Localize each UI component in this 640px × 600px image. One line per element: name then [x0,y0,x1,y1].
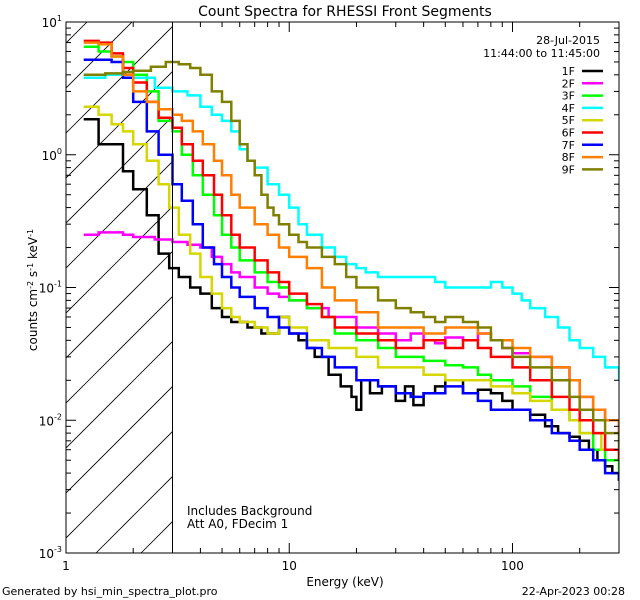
y-tick-labels: 101 100 10-1 10-2 10-3 [39,14,62,561]
legend-label-1F: 1F [562,65,575,78]
axis-ticks [65,22,620,554]
hatch-line [66,25,173,134]
legend-label-5F: 5F [562,114,575,127]
footer-generated-by: Generated by hsi_min_spectra_plot.pro [2,585,218,598]
series-line-6F [83,39,619,461]
y-tick-label: 101 [42,14,62,30]
hatch-line [66,250,173,359]
legend-label-8F: 8F [562,151,575,164]
attenuator-hatch-region [66,22,173,553]
legend-label-2F: 2F [562,77,575,90]
legend-label-9F: 9F [562,163,575,176]
observation-time-range: 11:44:00 to 11:45:00 [483,47,600,60]
legend-label-7F: 7F [562,139,575,152]
y-tick-label: 10-1 [39,280,62,296]
annotation-background: Includes Background [187,504,312,518]
chart-title: Count Spectra for RHESSI Front Segments [198,4,492,20]
hatch-line [66,385,173,494]
hatch-line [66,22,133,89]
series-line-5F [83,105,619,461]
observation-date: 28-Jul-2015 [536,34,600,47]
y-axis-label: counts cm-2 s-1 keV-1 [26,229,41,351]
hatch-line [66,160,173,269]
y-tick-label: 10-2 [39,412,62,428]
x-tick-labels: 1 10 100 [62,559,524,573]
x-tick-label: 1 [62,559,70,573]
y-tick-label: 100 [42,147,62,163]
x-tick-label: 100 [501,559,524,573]
hatch-line [66,205,173,314]
x-axis-label: Energy (keV) [306,575,383,589]
series-line-1F [83,118,619,481]
series-line-4F [83,73,619,381]
legend-label-4F: 4F [562,102,575,115]
footer-date: 22-Apr-2023 00:28 [522,585,625,598]
legend-label-6F: 6F [562,127,575,140]
series-line-9F [83,60,619,450]
legend-label-3F: 3F [562,90,575,103]
hatch-line [66,430,173,539]
x-tick-label: 10 [282,559,297,573]
annotation-attenuator: Att A0, FDecim 1 [187,517,288,531]
y-tick-label: 10-3 [39,545,62,561]
